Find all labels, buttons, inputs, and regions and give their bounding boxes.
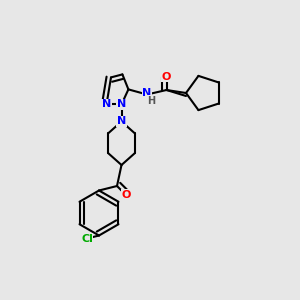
Text: Cl: Cl [81,233,93,244]
Text: O: O [121,190,131,200]
Text: O: O [162,71,171,82]
Text: H: H [147,95,156,106]
Text: N: N [102,99,111,110]
Text: N: N [117,116,126,127]
Text: N: N [117,99,126,110]
Text: N: N [142,88,152,98]
